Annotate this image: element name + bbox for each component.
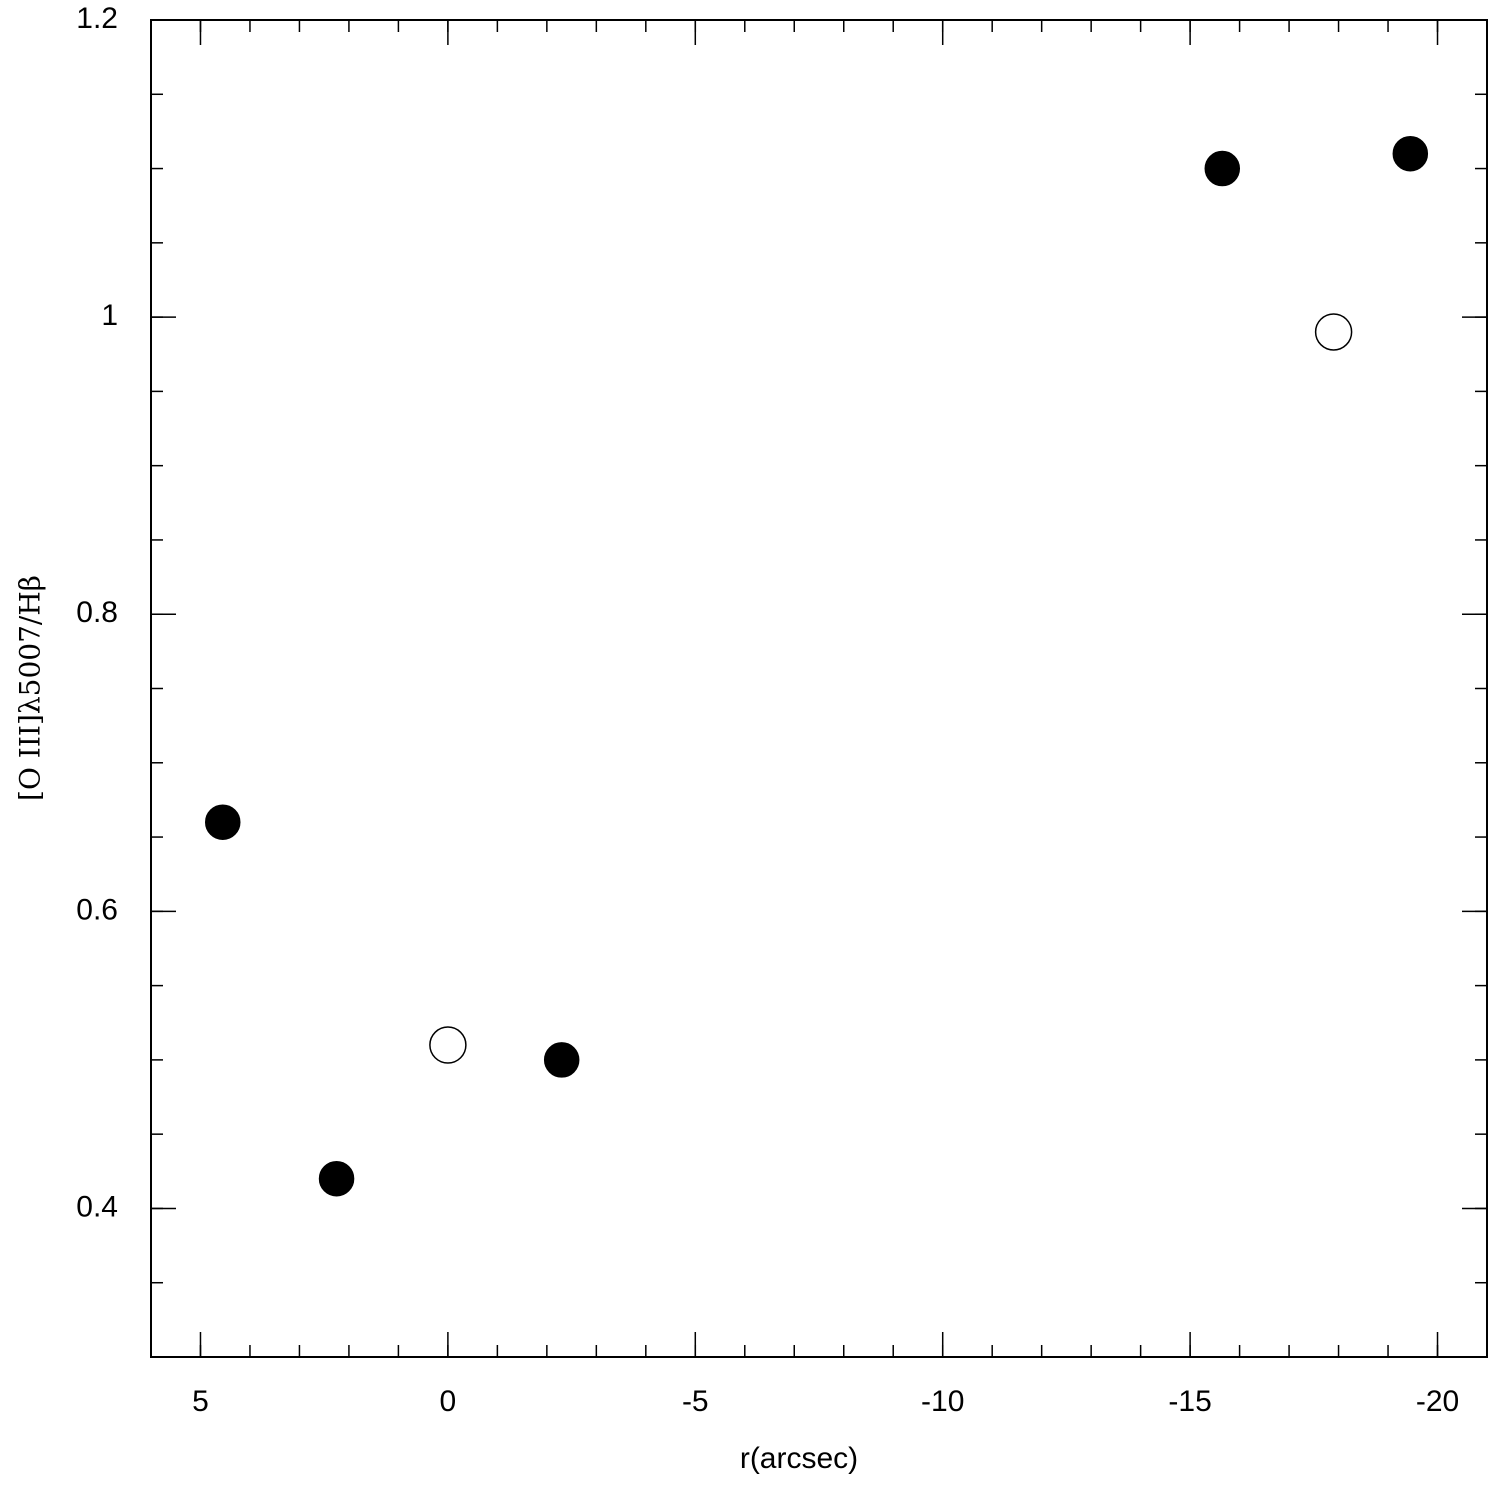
x-tick-label: 0 bbox=[440, 1385, 457, 1418]
data-point bbox=[204, 804, 241, 840]
x-tick-label: -20 bbox=[1416, 1385, 1459, 1418]
x-tick-label: -5 bbox=[682, 1385, 709, 1418]
x-tick-label: -15 bbox=[1168, 1385, 1211, 1418]
data-point bbox=[1314, 313, 1353, 351]
y-tick-label: 1.2 bbox=[76, 2, 118, 35]
x-tick-label: -10 bbox=[921, 1385, 964, 1418]
data-point bbox=[429, 1026, 467, 1064]
y-tick-label: 1 bbox=[101, 299, 118, 332]
x-tick-label: 5 bbox=[192, 1385, 209, 1418]
x-axis-title: r(arcsec) bbox=[740, 1442, 858, 1475]
data-point bbox=[1392, 135, 1429, 172]
data-point bbox=[1204, 150, 1241, 187]
plot-frame bbox=[150, 19, 1488, 1358]
y-axis-title: [O III]λ5007/Hβ bbox=[14, 575, 47, 801]
y-tick-label: 0.6 bbox=[76, 893, 118, 926]
data-point bbox=[543, 1042, 580, 1078]
y-tick-label: 0.4 bbox=[76, 1190, 118, 1223]
data-point bbox=[318, 1160, 355, 1197]
y-tick-label: 0.8 bbox=[76, 596, 118, 629]
